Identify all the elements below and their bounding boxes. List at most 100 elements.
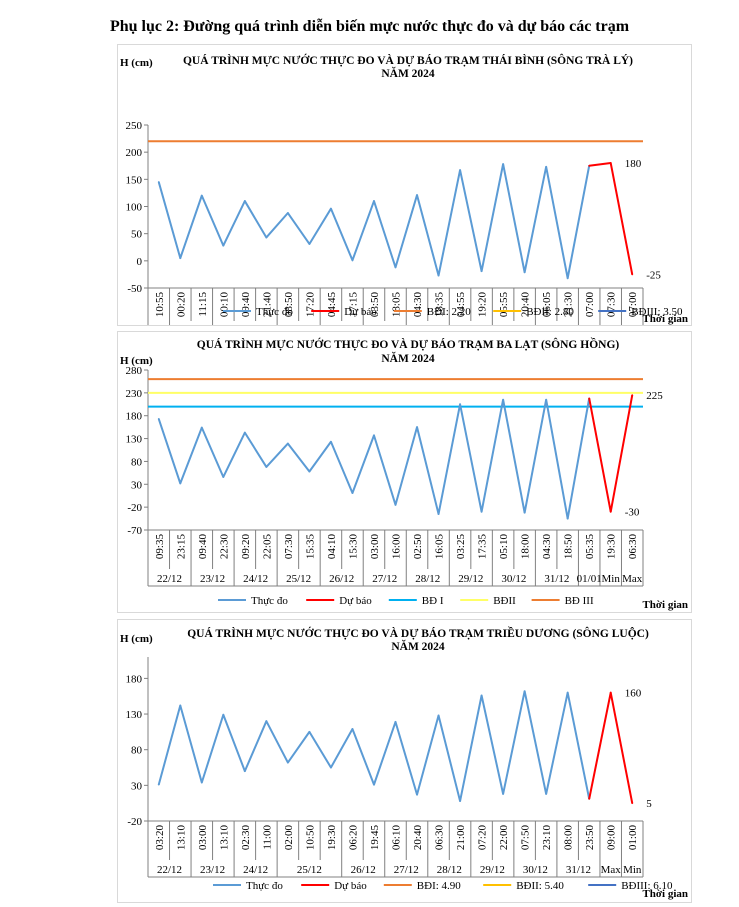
data-point-thuc-do	[351, 259, 354, 262]
legend-label-bdiii-6-10: BĐIII: 6.10	[621, 880, 673, 892]
x-time-label: 19:20	[477, 292, 489, 318]
legend-label-du-bao: Dự báo	[339, 595, 372, 607]
x-time-label: 15:35	[304, 534, 316, 560]
x-time-label: 07:00	[584, 292, 596, 318]
data-label: 225	[646, 390, 663, 402]
y-tick-label: 100	[126, 202, 143, 214]
x-date-label: 01/01	[577, 573, 602, 585]
data-point-thuc-do	[373, 200, 375, 202]
data-point-thuc-do	[480, 510, 483, 513]
data-point-thuc-do	[330, 440, 332, 443]
data-point-thuc-do	[566, 277, 569, 280]
data-point-thuc-do	[222, 476, 225, 478]
legend-label-bdii-2-80: BĐII: 2.80	[526, 306, 574, 318]
x-time-label: 07:30	[606, 292, 618, 318]
y-tick-label: 80	[131, 745, 143, 757]
x-date-label: 23/12	[200, 573, 225, 585]
x-time-label: 08:50	[283, 292, 295, 318]
y-tick-label: 30	[131, 780, 143, 792]
y-tick-label: 0	[137, 256, 143, 268]
data-point-thuc-do	[243, 200, 246, 202]
x-time-label: 18:00	[520, 534, 532, 560]
data-point-du-bao	[588, 797, 591, 800]
y-tick-label: 250	[126, 120, 143, 132]
y-axis-label: H (cm)	[120, 633, 153, 645]
x-time-label: 09:40	[197, 534, 209, 560]
data-point-thuc-do	[394, 503, 397, 506]
data-point-thuc-do	[157, 783, 160, 786]
legend-label-bdi-2-20: BĐI: 2.20	[427, 306, 472, 318]
data-point-thuc-do	[157, 181, 160, 183]
data-point-du-bao	[588, 164, 591, 167]
data-point-thuc-do	[330, 766, 332, 769]
x-time-label: 10:55	[154, 292, 166, 318]
chart-title-year: NĂM 2024	[391, 639, 445, 653]
data-point-du-bao	[609, 162, 612, 164]
y-tick-label: 130	[126, 434, 143, 446]
x-date-label: Min	[623, 864, 642, 876]
x-date-label: 28/12	[415, 573, 440, 585]
data-point-thuc-do	[179, 482, 182, 485]
data-point-thuc-do	[523, 690, 526, 693]
x-date-label: 27/12	[372, 573, 397, 585]
data-label: 5	[646, 798, 652, 810]
data-point-thuc-do	[265, 236, 268, 239]
x-date-label: 23/12	[200, 864, 225, 876]
x-date-label: 27/12	[394, 864, 419, 876]
y-tick-label: 130	[126, 709, 143, 721]
x-time-label: 20:40	[412, 825, 424, 851]
data-point-thuc-do	[308, 243, 311, 245]
chart-title: QUÁ TRÌNH MỰC NƯỚC THỰC ĐO VÀ DỰ BÁO TRẠ…	[183, 53, 633, 67]
x-time-label: 05:35	[584, 534, 596, 560]
x-date-label: 24/12	[243, 573, 268, 585]
chart-thai-binh: QUÁ TRÌNH MỰC NƯỚC THỰC ĐO VÀ DỰ BÁO TRẠ…	[117, 44, 692, 326]
x-time-label: 18:05	[391, 292, 403, 318]
x-time-label: 07:00	[627, 292, 639, 318]
data-point-thuc-do	[373, 783, 375, 786]
x-time-label: 03:00	[197, 825, 209, 851]
data-point-thuc-do	[351, 492, 354, 494]
legend-label-du-bao: Dự báo	[344, 306, 377, 318]
x-axis-label: Thời gian	[642, 888, 688, 900]
x-time-label: 13:10	[218, 825, 230, 851]
data-point-thuc-do	[437, 513, 440, 515]
x-date-label: Min	[602, 573, 621, 585]
chart-title: QUÁ TRÌNH MỰC NƯỚC THỰC ĐO VÀ DỰ BÁO TRẠ…	[197, 336, 620, 351]
legend-label-bdiii-3-50: BĐIII: 3.50	[631, 306, 683, 318]
x-time-label: 22:30	[218, 534, 230, 560]
x-time-label: 02:30	[240, 825, 252, 851]
legend-label-bd-i: BĐ I	[422, 595, 444, 607]
legend-label-bd-iii: BĐ III	[565, 595, 594, 607]
x-time-label: 07:30	[283, 534, 295, 560]
y-tick-label: 30	[131, 479, 143, 491]
y-tick-label: 150	[126, 174, 143, 186]
chart-title-year: NĂM 2024	[381, 351, 435, 365]
data-point-thuc-do	[545, 398, 548, 401]
y-axis-label: H (cm)	[120, 57, 153, 69]
y-tick-label: 280	[126, 365, 143, 377]
data-point-thuc-do	[265, 720, 268, 723]
chart-ba-lat-svg: QUÁ TRÌNH MỰC NƯỚC THỰC ĐO VÀ DỰ BÁO TRẠ…	[120, 336, 688, 611]
x-date-label: 31/12	[544, 573, 569, 585]
chart-ba-lat: QUÁ TRÌNH MỰC NƯỚC THỰC ĐO VÀ DỰ BÁO TRẠ…	[117, 331, 692, 613]
x-time-label: 04:55	[455, 292, 467, 318]
y-tick-label: 200	[126, 147, 143, 159]
x-time-label: 06:30	[627, 534, 639, 560]
chart-title: QUÁ TRÌNH MỰC NƯỚC THỰC ĐO VÀ DỰ BÁO TRẠ…	[187, 625, 649, 640]
x-time-label: 11:00	[261, 825, 273, 850]
x-time-label: 22:00	[498, 825, 510, 851]
data-point-thuc-do	[545, 165, 548, 168]
data-point-thuc-do	[437, 714, 440, 717]
x-time-label: 03:20	[154, 825, 166, 851]
x-time-label: 04:30	[541, 534, 553, 560]
y-tick-label: 230	[126, 388, 143, 400]
legend-label-bdii-5-40: BĐII: 5.40	[516, 880, 564, 892]
x-date-label: Max	[622, 573, 643, 585]
y-axis-label: H (cm)	[120, 355, 153, 367]
series-line-du-bao	[588, 394, 634, 513]
x-date-label: 22/12	[157, 864, 182, 876]
x-time-label: 16:05	[434, 534, 446, 560]
data-point-thuc-do	[308, 470, 311, 473]
x-time-label: 09:00	[606, 825, 618, 851]
series-line-du-bao	[589, 162, 634, 275]
